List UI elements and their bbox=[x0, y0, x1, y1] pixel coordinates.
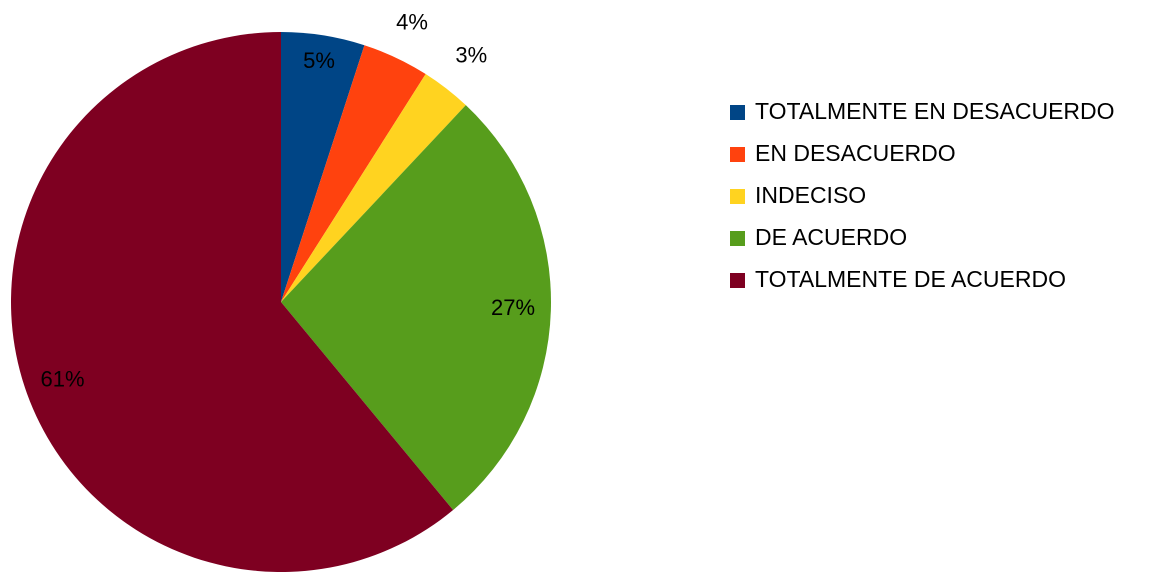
pie-slice bbox=[281, 74, 466, 302]
legend-entry: DE ACUERDO bbox=[728, 221, 1125, 254]
legend-swatch bbox=[730, 147, 745, 162]
legend-label: TOTALMENTE DE ACUERDO bbox=[755, 266, 1066, 292]
data-label: 61% bbox=[41, 366, 85, 391]
legend-swatch bbox=[730, 273, 745, 288]
legend-swatch bbox=[730, 231, 745, 246]
legend-label: EN DESACUERDO bbox=[755, 140, 956, 166]
legend-label: INDECISO bbox=[755, 182, 867, 208]
data-label: 5% bbox=[303, 48, 335, 73]
legend-label: DE ACUERDO bbox=[755, 224, 908, 250]
legend-swatch bbox=[730, 189, 745, 204]
data-label: 3% bbox=[455, 42, 487, 67]
legend-entry: TOTALMENTE DE ACUERDO bbox=[728, 263, 1125, 296]
pie-slice bbox=[281, 105, 551, 511]
data-label: 4% bbox=[396, 9, 428, 34]
legend-label: TOTALMENTE EN DESACUERDO bbox=[755, 98, 1115, 124]
data-label: 27% bbox=[491, 295, 535, 320]
pie-slice bbox=[10, 32, 454, 572]
legend: TOTALMENTE EN DESACUERDO EN DESACUERDO IND… bbox=[728, 95, 1148, 305]
legend-entry: EN DESACUERDO bbox=[728, 137, 1125, 170]
pie-slice bbox=[281, 32, 365, 302]
pie-slice bbox=[281, 45, 426, 302]
legend-swatch bbox=[730, 105, 745, 120]
legend-entry: TOTALMENTE EN DESACUERDO bbox=[728, 95, 1125, 128]
legend-entry: INDECISO bbox=[728, 179, 1125, 212]
